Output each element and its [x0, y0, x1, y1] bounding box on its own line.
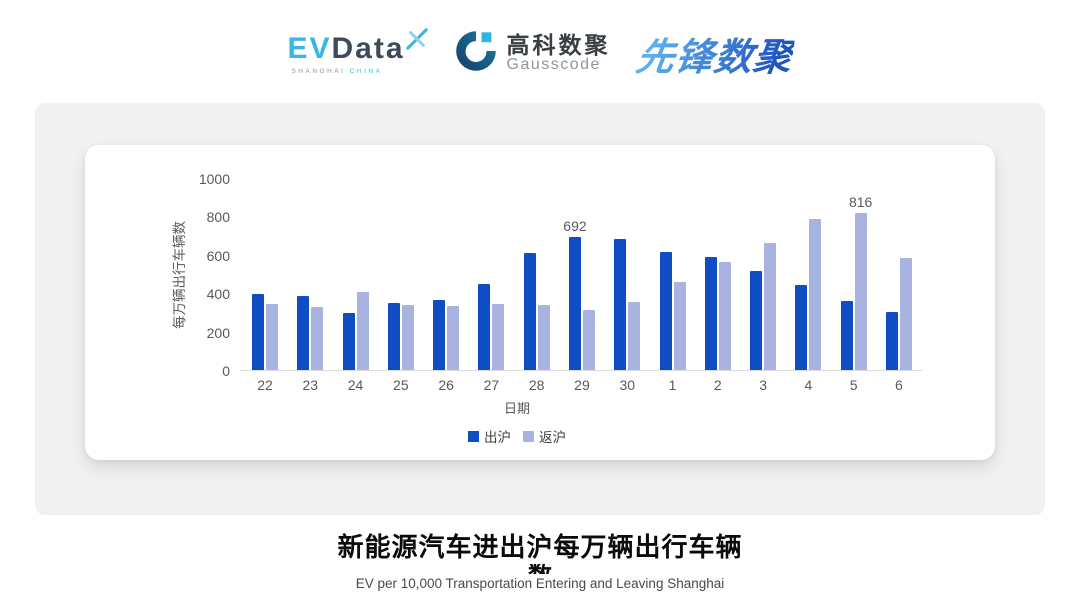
evdata-ev-text: EV — [287, 31, 332, 65]
gausscode-en-text: Gausscode — [506, 55, 601, 73]
y-tick-label: 1000 — [198, 171, 230, 187]
legend-label: 返沪 — [539, 430, 566, 445]
bar-group-30 — [614, 179, 641, 370]
y-tick-label: 0 — [222, 363, 230, 379]
plot-area: 692 816 — [240, 179, 922, 371]
bar-group-24 — [342, 179, 369, 370]
legend-swatch — [468, 430, 479, 442]
bar-返沪-30 — [628, 301, 641, 370]
x-tick-label-23: 23 — [302, 377, 319, 393]
bar-group-1 — [659, 179, 686, 370]
evdata-wordmark: EV Data — [287, 27, 428, 66]
bar-返沪-2 — [718, 261, 731, 370]
logo-bar: EV Data SHANGHAI CHINA — [0, 22, 1080, 84]
legend-swatch — [523, 430, 534, 442]
x-tick-label-22: 22 — [257, 377, 273, 393]
bar-返沪-24 — [356, 292, 369, 370]
x-tick-label-30: 30 — [619, 377, 636, 393]
legend-item-返沪: 返沪 — [523, 426, 566, 446]
bar-返沪-22 — [266, 304, 278, 370]
bar-出沪-25 — [387, 303, 400, 370]
caption-block: 新能源汽车进出沪每万辆出行车辆 数 EV per 10,000 Transpor… — [0, 527, 1080, 591]
x-tick-label-24: 24 — [347, 377, 364, 393]
bar-group-29: 692 — [563, 179, 595, 370]
bar-出沪-26 — [433, 300, 446, 370]
bar-出沪-3 — [750, 270, 763, 370]
x-axis-title: 日期 — [503, 401, 530, 416]
bar-出沪-1 — [659, 252, 672, 370]
bar-返沪-27 — [492, 303, 505, 370]
bar-group-3 — [750, 179, 777, 370]
bar-group-5: 816 — [840, 179, 872, 370]
x-tick-label-1: 1 — [668, 377, 677, 393]
caption-title: 新能源汽车进出沪每万辆出行车辆 — [337, 532, 743, 562]
bar-返沪-26 — [447, 306, 460, 370]
bar-group-23 — [297, 179, 324, 370]
bar-group-4 — [795, 179, 822, 370]
bar-出沪-24 — [342, 313, 355, 370]
bar-出沪-4 — [795, 284, 808, 370]
x-tick-label-29: 29 — [574, 377, 590, 393]
bar-返沪-6 — [899, 257, 912, 370]
evdata-subtext-shanghai: SHANGHAI — [291, 67, 346, 75]
bar-返沪-1 — [673, 282, 686, 370]
evdata-data-text: Data — [331, 31, 405, 65]
xianfeng-logo: 先锋数聚 — [633, 26, 797, 81]
x-tick-label-27: 27 — [483, 377, 500, 393]
bar-group-22 — [252, 179, 278, 370]
bar-返沪-25 — [401, 304, 414, 370]
bar-出沪-27 — [478, 283, 491, 370]
evdata-logo: EV Data SHANGHAI CHINA — [287, 27, 428, 75]
bar-返沪-4 — [809, 219, 822, 370]
evdata-subtext-china: CHINA — [349, 67, 383, 75]
gausscode-g-icon — [454, 29, 498, 78]
bar-返沪-3 — [764, 242, 777, 370]
y-axis-ticks: 0 200 400 600 800 1000 — [85, 171, 230, 379]
bar-group-25 — [387, 179, 414, 370]
y-tick-label: 400 — [206, 286, 230, 303]
bar-group-6 — [885, 179, 912, 370]
bar-返沪-5 — [854, 213, 867, 370]
x-tick-label-3: 3 — [759, 377, 767, 393]
bar-value-label: 692 — [563, 218, 587, 235]
bar-value-label: 816 — [848, 194, 873, 211]
gausscode-cn-text: 高科数聚 — [506, 31, 611, 58]
bar-返沪-29 — [582, 310, 595, 370]
bar-出沪-28 — [523, 252, 536, 370]
x-tick-label-28: 28 — [528, 377, 545, 393]
legend-label: 出沪 — [484, 430, 511, 445]
bar-group-2 — [704, 179, 731, 370]
bar-出沪-23 — [297, 295, 310, 370]
x-tick-row: 22 23 24 25 26 27 28 29 30 1 2 3 4 5 6 — [240, 377, 922, 393]
caption-subtitle: EV per 10,000 Transportation Entering an… — [355, 576, 725, 591]
bar-出沪-5 — [840, 300, 853, 370]
bar-出沪-22 — [252, 294, 264, 370]
bar-group-27 — [478, 179, 505, 370]
caption-title-clipped: 数 — [0, 564, 1080, 574]
bar-出沪-2 — [704, 256, 717, 370]
evdata-subtext: SHANGHAI CHINA — [291, 68, 382, 75]
bar-返沪-23 — [311, 307, 324, 370]
chart-card: 每万辆出行车辆数 0 200 400 600 800 1000 692 816 22 23 24… — [85, 145, 995, 460]
gausscode-logo: 高科数聚 Gausscode — [454, 29, 611, 78]
legend: 出沪 返沪 — [176, 426, 858, 446]
y-tick-label: 800 — [206, 209, 230, 226]
y-tick-label: 600 — [206, 247, 230, 264]
bar-出沪-6 — [885, 312, 898, 370]
x-tick-label-25: 25 — [393, 377, 409, 393]
bar-返沪-28 — [537, 305, 550, 370]
x-tick-label-2: 2 — [713, 377, 722, 393]
gausscode-wordmark: 高科数聚 Gausscode — [506, 31, 611, 74]
bar-group-26 — [433, 179, 460, 370]
x-tick-label-6: 6 — [895, 377, 903, 393]
x-tick-label-4: 4 — [804, 377, 813, 393]
x-tick-label-5: 5 — [849, 377, 858, 393]
y-tick-label: 200 — [206, 324, 230, 341]
evdata-x-icon — [405, 27, 428, 55]
bar-出沪-29 — [568, 237, 581, 370]
bar-出沪-30 — [614, 239, 627, 370]
x-tick-label-26: 26 — [438, 377, 454, 393]
bar-group-28 — [523, 179, 550, 370]
legend-item-出沪: 出沪 — [468, 426, 511, 446]
